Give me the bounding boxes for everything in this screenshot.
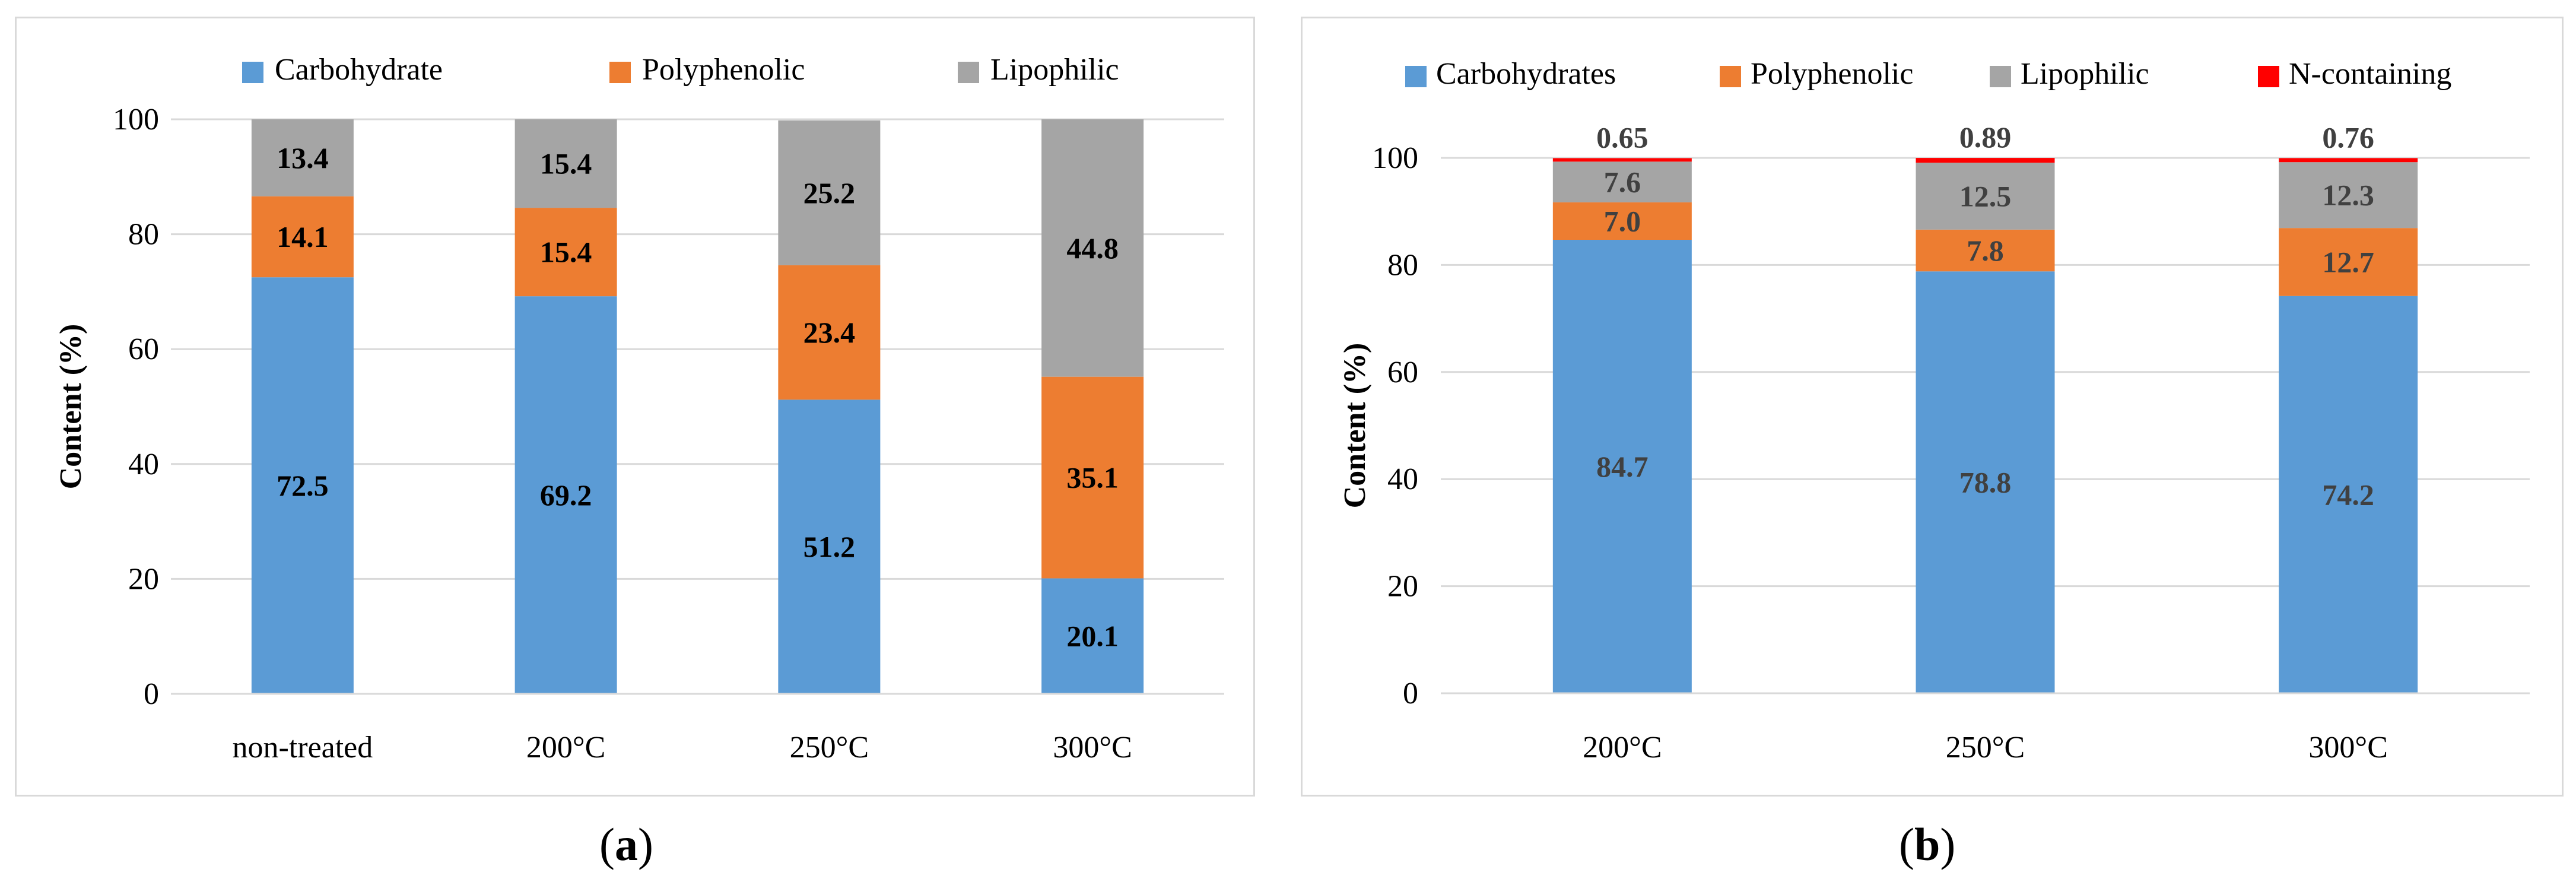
data-label: 0.76 bbox=[2322, 120, 2374, 154]
bar-segment bbox=[1916, 158, 2055, 163]
x-tick-label: non-treated bbox=[232, 731, 373, 764]
legend-swatch bbox=[1720, 66, 1741, 87]
x-tick-label: 250°C bbox=[1946, 731, 2025, 764]
bar-segment bbox=[778, 120, 881, 265]
y-tick-label: 80 bbox=[128, 218, 159, 252]
data-label: 13.4 bbox=[277, 141, 329, 175]
bar-segment bbox=[1041, 578, 1144, 694]
caption-a-letter: a bbox=[614, 818, 638, 870]
data-label: 15.4 bbox=[540, 236, 592, 269]
y-tick-label: 100 bbox=[113, 103, 159, 137]
bar-segment bbox=[1916, 229, 2055, 272]
legend-swatch bbox=[609, 62, 631, 83]
data-label: 23.4 bbox=[803, 316, 856, 349]
data-label: 25.2 bbox=[803, 176, 856, 210]
bar-segment bbox=[251, 277, 354, 694]
bar-segment bbox=[2279, 228, 2418, 296]
legend-swatch bbox=[958, 62, 979, 83]
data-label: 78.8 bbox=[1959, 466, 2012, 499]
bar-segment bbox=[514, 119, 617, 208]
y-tick-label: 80 bbox=[1387, 248, 1418, 282]
data-label: 51.2 bbox=[803, 530, 856, 563]
legend-label: Lipophilic bbox=[2021, 57, 2149, 91]
x-tick-label: 200°C bbox=[1583, 731, 1662, 764]
data-label: 14.1 bbox=[277, 220, 329, 253]
data-label: 84.7 bbox=[1596, 450, 1648, 483]
x-tick-label: 300°C bbox=[2308, 731, 2387, 764]
legend-label: Carbohydrate bbox=[275, 53, 443, 87]
chart-b: 0 20 40 60 80 100 Content (%) 84.7 7.0 7.6 0.65 200… bbox=[1338, 57, 2530, 764]
data-label: 7.6 bbox=[1604, 166, 1641, 199]
bar-segment bbox=[1041, 376, 1144, 579]
legend-label: Polyphenolic bbox=[642, 53, 805, 87]
data-label: 15.4 bbox=[540, 147, 592, 180]
bar-segment bbox=[2279, 162, 2418, 229]
legend-swatch bbox=[1990, 66, 2011, 87]
bar-segment bbox=[1552, 158, 1692, 162]
data-label: 12.7 bbox=[2322, 245, 2374, 278]
legend-label: N-containing bbox=[2289, 57, 2451, 91]
data-label: 44.8 bbox=[1066, 231, 1119, 265]
data-label: 69.2 bbox=[540, 478, 592, 512]
bar-segment bbox=[1916, 271, 2055, 693]
legend-swatch bbox=[1405, 66, 1427, 87]
caption-a: (a) bbox=[599, 818, 653, 870]
bar-segment bbox=[1552, 202, 1692, 240]
data-label: 12.5 bbox=[1959, 179, 2012, 212]
legend-label: Lipophilic bbox=[990, 53, 1119, 87]
y-tick-label: 60 bbox=[128, 332, 159, 366]
bar-segment bbox=[514, 208, 617, 297]
bar-segment bbox=[2279, 158, 2418, 163]
bar-segment bbox=[778, 399, 881, 694]
bar-segment bbox=[1041, 119, 1144, 377]
y-tick-label: 0 bbox=[1403, 677, 1418, 710]
bar-segment bbox=[251, 119, 354, 196]
bar-segment bbox=[514, 296, 617, 694]
legend-swatch bbox=[242, 62, 263, 83]
caption-b-letter: b bbox=[1914, 818, 1940, 870]
bar-segment bbox=[1916, 163, 2055, 230]
x-tick-label: 300°C bbox=[1053, 731, 1132, 764]
y-axis-label: Content (%) bbox=[1338, 343, 1372, 509]
legend-label: Polyphenolic bbox=[1751, 57, 1913, 91]
data-label: 72.5 bbox=[277, 469, 329, 502]
y-tick-label: 40 bbox=[1387, 462, 1418, 496]
data-label: 0.89 bbox=[1959, 120, 2012, 154]
data-label: 7.0 bbox=[1604, 204, 1641, 237]
data-label: 20.1 bbox=[1066, 620, 1119, 653]
bar-segment bbox=[1552, 161, 1692, 202]
bar-segment bbox=[251, 196, 354, 278]
caption-b: (b) bbox=[1899, 818, 1956, 870]
chart-a: 0 20 40 60 80 100 Content (%) 72.5 14.1 13.4 non-t… bbox=[54, 53, 1224, 764]
data-label: 74.2 bbox=[2322, 478, 2374, 511]
data-label: 7.8 bbox=[1967, 234, 2004, 267]
y-tick-label: 100 bbox=[1372, 141, 1418, 175]
y-tick-label: 40 bbox=[128, 448, 159, 481]
x-tick-label: 200°C bbox=[526, 731, 605, 764]
chart-panel-b: 0 20 40 60 80 100 Content (%) 84.7 7.0 7.6 0.65 200… bbox=[1301, 17, 2564, 797]
y-tick-label: 20 bbox=[1387, 570, 1418, 604]
data-label: 12.3 bbox=[2322, 179, 2374, 212]
chart-panel-a: 0 20 40 60 80 100 Content (%) 72.5 14.1 13.4 non-t… bbox=[15, 17, 1255, 797]
y-tick-label: 60 bbox=[1387, 356, 1418, 389]
legend-label: Carbohydrates bbox=[1436, 57, 1616, 91]
y-tick-label: 20 bbox=[128, 562, 159, 596]
bar-segment bbox=[778, 265, 881, 400]
legend-swatch bbox=[2258, 66, 2279, 87]
data-label: 35.1 bbox=[1066, 461, 1119, 494]
y-axis-label: Content (%) bbox=[54, 324, 88, 490]
y-tick-label: 0 bbox=[144, 677, 159, 711]
bar-segment bbox=[2279, 296, 2418, 693]
data-label: 0.65 bbox=[1596, 120, 1648, 154]
x-tick-label: 250°C bbox=[790, 731, 869, 764]
bar-segment bbox=[1552, 240, 1692, 694]
